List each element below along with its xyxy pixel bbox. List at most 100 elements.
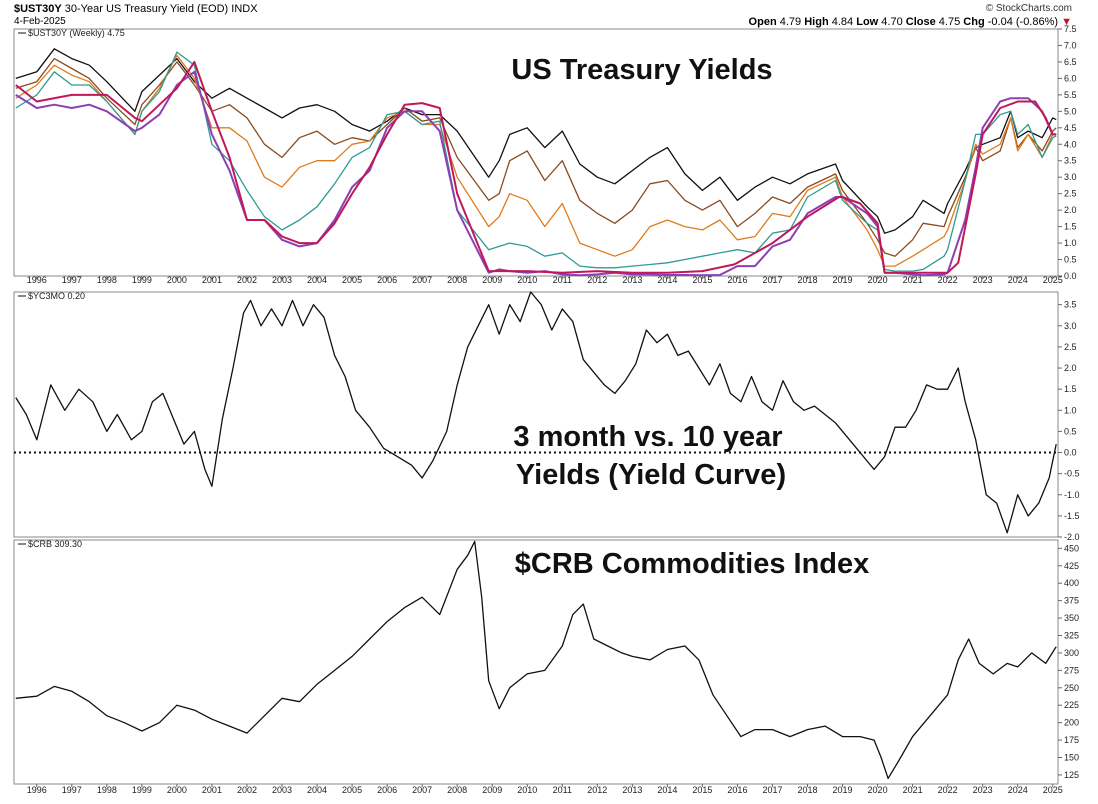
x-tick-label: 2021 <box>903 275 923 285</box>
y-tick-label: 6.0 <box>1064 73 1077 83</box>
x-tick-label: 2025 <box>1043 275 1063 285</box>
y-tick-label: 0.5 <box>1064 255 1077 265</box>
y-tick-label: 2.5 <box>1064 342 1077 352</box>
x-tick-label: 2022 <box>938 785 958 795</box>
y-tick-label: 200 <box>1064 718 1079 728</box>
y-tick-label: 250 <box>1064 683 1079 693</box>
close-value: 4.75 <box>938 16 961 28</box>
x-tick-label: 2005 <box>342 785 362 795</box>
y-tick-label: 3.5 <box>1064 156 1077 166</box>
panel-frame-2 <box>13 291 1059 538</box>
close-label: Close <box>905 16 936 28</box>
x-tick-label: 2000 <box>167 275 187 285</box>
x-tick-label: 2014 <box>657 785 677 795</box>
x-tick-label: 2019 <box>833 275 853 285</box>
chart-date: 4-Feb-2025 <box>14 16 66 27</box>
x-tick-label: 2013 <box>622 275 642 285</box>
y-tick-label: 7.0 <box>1064 40 1077 50</box>
x-tick-label: 2017 <box>762 785 782 795</box>
series-line-m3 <box>15 70 1057 277</box>
series-line-ink <box>15 291 1057 534</box>
y-tick-label: 1.0 <box>1064 405 1077 415</box>
x-tick-label: 2015 <box>692 785 712 795</box>
x-tick-label: 2008 <box>447 785 467 795</box>
x-tick-label: 2008 <box>447 275 467 285</box>
series-line-y30 <box>15 48 1057 234</box>
y-tick-label: -2.0 <box>1064 532 1080 542</box>
low-label: Low <box>856 16 879 28</box>
chg-label: Chg <box>963 16 985 28</box>
x-tick-label: 2024 <box>1008 275 1028 285</box>
y-tick-label: 1.5 <box>1064 384 1077 394</box>
x-tick-label: 2023 <box>973 785 993 795</box>
y-tick-label: 3.0 <box>1064 321 1077 331</box>
annotation-treasury-yields: US Treasury Yields <box>511 54 772 86</box>
x-tick-label: 1998 <box>97 785 117 795</box>
x-tick-label: 2024 <box>1008 785 1028 795</box>
y-tick-label: 225 <box>1064 700 1079 710</box>
x-tick-label: 2011 <box>553 275 572 285</box>
high-value: 4.84 <box>831 16 854 28</box>
y-tick-label: 275 <box>1064 665 1079 675</box>
annotation-yield-curve-line2: Yields (Yield Curve) <box>516 459 786 491</box>
x-tick-label: 1998 <box>97 275 117 285</box>
symbol-description: 30-Year US Treasury Yield (EOD) <box>64 3 229 15</box>
y-tick-label: -0.5 <box>1064 469 1080 479</box>
x-tick-label: 1996 <box>27 275 47 285</box>
x-tick-label: 2010 <box>517 785 537 795</box>
x-tick-label: 2000 <box>167 785 187 795</box>
x-tick-label: 1997 <box>62 785 82 795</box>
x-tick-label: 2002 <box>237 785 257 795</box>
chg-value: -0.04 (-0.86%) <box>987 16 1059 28</box>
y-tick-label: 425 <box>1064 561 1079 571</box>
y-tick-label: 6.5 <box>1064 57 1077 67</box>
x-tick-label: 2006 <box>377 785 397 795</box>
y-tick-label: 1.0 <box>1064 238 1077 248</box>
x-tick-label: 2001 <box>202 275 222 285</box>
series-line-y10 <box>15 57 1057 257</box>
legend-label: $CRB 309.30 <box>28 539 82 549</box>
x-tick-label: 2023 <box>973 275 993 285</box>
x-tick-label: 2007 <box>412 275 432 285</box>
y-tick-label: 400 <box>1064 578 1079 588</box>
x-tick-label: 2002 <box>237 275 257 285</box>
x-tick-label: 2021 <box>903 785 923 795</box>
y-tick-label: 4.5 <box>1064 123 1077 133</box>
series-line-y2 <box>15 51 1057 272</box>
series-line-ink <box>15 540 1057 780</box>
chart-symbol-line: $UST30Y 30-Year US Treasury Yield (EOD) … <box>14 3 258 15</box>
legend-label: $UST30Y (Weekly) 4.75 <box>28 28 125 38</box>
y-tick-label: 3.0 <box>1064 172 1077 182</box>
x-tick-label: 2006 <box>377 275 397 285</box>
series-line-ff <box>15 60 1057 274</box>
y-tick-label: 2.0 <box>1064 363 1077 373</box>
open-label: Open <box>748 16 777 28</box>
x-tick-label: 2012 <box>587 275 607 285</box>
x-tick-label: 2005 <box>342 275 362 285</box>
panel-frame-3 <box>13 539 1059 785</box>
brand-watermark: © StockCharts.com <box>985 3 1072 14</box>
x-tick-label: 1999 <box>132 785 152 795</box>
quote-line: Open 4.79 High 4.84 Low 4.70 Close 4.75 … <box>749 16 1072 28</box>
x-tick-label: 2001 <box>202 785 222 795</box>
x-tick-label: 2004 <box>307 785 327 795</box>
y-tick-label: 5.0 <box>1064 106 1077 116</box>
y-tick-label: 300 <box>1064 648 1079 658</box>
x-tick-label: 2019 <box>833 785 853 795</box>
open-value: 4.79 <box>779 16 802 28</box>
y-tick-label: 125 <box>1064 770 1079 780</box>
y-tick-label: 2.0 <box>1064 205 1077 215</box>
x-tick-label: 2013 <box>622 785 642 795</box>
exchange: INDX <box>231 3 258 15</box>
x-tick-label: 2016 <box>727 785 747 795</box>
annotation-crb: $CRB Commodities Index <box>515 548 870 580</box>
x-tick-label: 2018 <box>797 275 817 285</box>
x-tick-label: 2003 <box>272 785 292 795</box>
y-tick-label: 0.0 <box>1064 448 1077 458</box>
y-tick-label: 1.5 <box>1064 222 1077 232</box>
y-tick-label: 375 <box>1064 596 1079 606</box>
x-tick-label: 1997 <box>62 275 82 285</box>
annotation-yield-curve-line1: 3 month vs. 10 year <box>513 421 782 453</box>
y-tick-label: 3.5 <box>1064 300 1077 310</box>
x-tick-label: 2007 <box>412 785 432 795</box>
